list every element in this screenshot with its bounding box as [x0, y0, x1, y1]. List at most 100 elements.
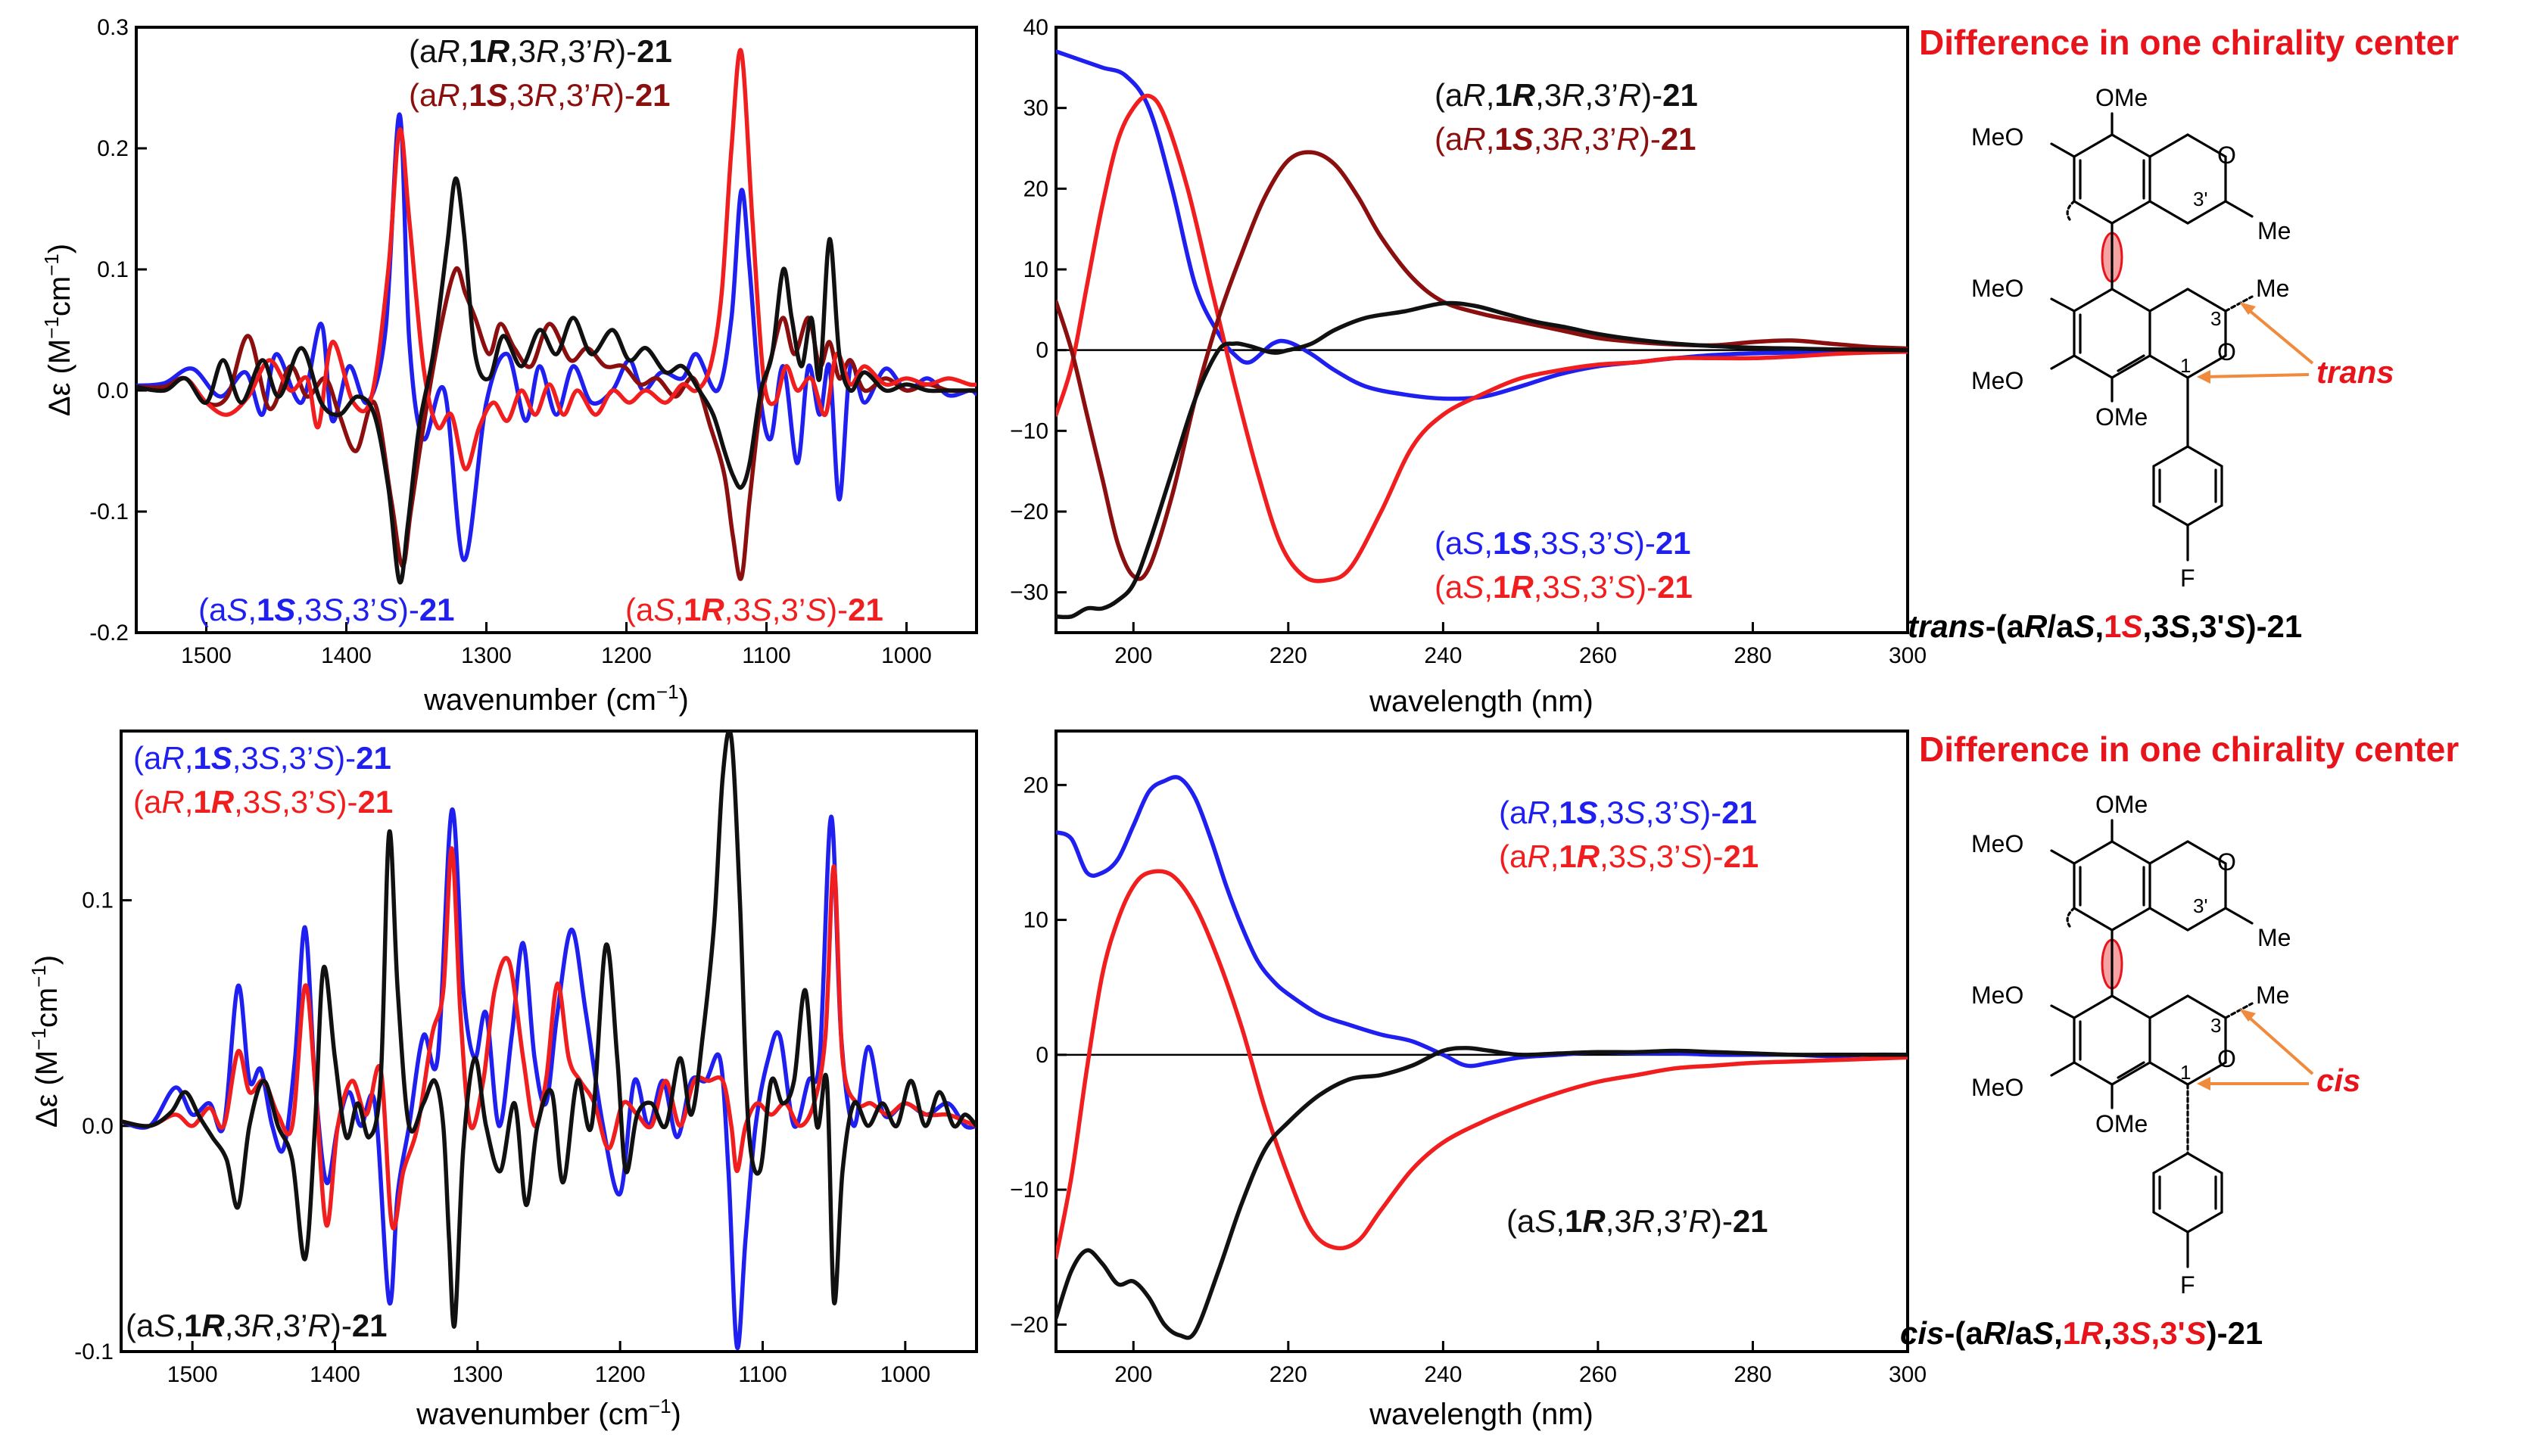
trans-upper-aryl-ring: [2073, 133, 2151, 225]
trans-label-1: 1: [2180, 354, 2191, 377]
x-tick-label: 200: [1114, 643, 1152, 668]
x-tick-label: 1200: [601, 643, 652, 668]
series-line-2: [121, 846, 977, 1230]
trans-arrow-1: [2204, 373, 2310, 378]
vcd-top-plot: [136, 48, 977, 585]
trans-lower-aryl-ring: [2073, 288, 2151, 379]
trans-fluorophenyl-ring: [2152, 445, 2223, 527]
ecd-bottom-panel: 200 220 240 260 280 300 −20 −10 0 10 20 wavelength…: [1010, 730, 1927, 1431]
vcd-top-ylabel: Δε (M−1cm−1): [40, 244, 76, 416]
cis-meo-upper: MeO: [1971, 830, 2023, 857]
trans-caption: trans-(aR/aS,1S,3S,3'S)-21: [1908, 608, 2302, 644]
y-tick-label: 10: [1023, 257, 1048, 282]
x-tick-label: 300: [1889, 1362, 1927, 1387]
vcd-bottom-xlabel: wavenumber (cm−1): [416, 1395, 681, 1431]
y-tick-label: −10: [1010, 1178, 1048, 1202]
x-tick-label: 300: [1889, 643, 1927, 668]
y-tick-label: 20: [1023, 176, 1048, 201]
cis-o-ring-upper: O: [2217, 848, 2236, 876]
ecd-top-legend-1: (aR,1R,3R,3’R)-21: [1435, 77, 1698, 113]
trans-ome-top: OMe: [2095, 84, 2148, 111]
cis-ome-top: OMe: [2095, 791, 2148, 818]
x-tick-label: 1200: [595, 1362, 646, 1387]
x-tick-label: 1500: [181, 643, 232, 668]
x-tick-label: 1100: [738, 1362, 787, 1387]
cis-lower-aryl-ring: [2073, 994, 2151, 1086]
series-line-4: [136, 176, 977, 585]
y-tick-label: -0.2: [89, 621, 129, 646]
x-tick-label: 1300: [461, 643, 512, 668]
x-tick-label: 1400: [310, 1362, 360, 1387]
cis-arrow-3: [2243, 1012, 2314, 1075]
cis-meo-low: MeO: [1971, 1074, 2023, 1101]
ecd-top-panel: 200 220 240 260 280 300 −30 −20 −10 0 10 20 30 40 wav…: [1010, 15, 1927, 718]
series-line-1: [136, 112, 977, 562]
y-tick-label: −10: [1010, 418, 1048, 443]
y-tick-label: 30: [1023, 96, 1048, 121]
vcd-top-panel: 1500 1400 1300 1200 1100 1000 -0.2 -0.1 0.0 0.1 0.…: [40, 15, 978, 717]
ecd-top-axes: 200 220 240 260 280 300 −30 −20 −10 0 10 20 30 40: [1010, 15, 1927, 668]
vcd-top-legend-1: (aR,1R,3R,3’R)-21: [409, 33, 672, 69]
series-line-2: [136, 266, 977, 581]
x-tick-label: 1300: [452, 1362, 503, 1387]
y-tick-label: −20: [1010, 499, 1048, 524]
series-line-1: [1056, 49, 1908, 401]
x-tick-label: 200: [1114, 1362, 1152, 1387]
y-tick-label: −20: [1010, 1312, 1048, 1337]
vcd-bottom-panel: 1500 1400 1300 1200 1100 1000 -0.1 0.0 0.1 waven…: [27, 730, 978, 1431]
x-tick-label: 220: [1269, 643, 1307, 668]
x-tick-label: 220: [1269, 1362, 1307, 1387]
x-tick-label: 260: [1579, 1362, 1617, 1387]
vcd-bottom-legend-3: (aS,1R,3R,3’R)-21: [126, 1308, 388, 1343]
y-tick-label: 0.0: [82, 1114, 114, 1139]
y-tick-label: 0: [1036, 1043, 1048, 1068]
ecd-bottom-legend-1: (aR,1S,3S,3’S)-21: [1499, 795, 1757, 830]
cis-fluorophenyl-ring: [2152, 1152, 2223, 1234]
trans-meo-upper: MeO: [1971, 123, 2023, 151]
cis-caption: cis-(aR/aS,1R,3S,3'S)-21: [1900, 1315, 2263, 1351]
cis-annotation: cis: [2316, 1062, 2360, 1098]
y-tick-label: 0: [1036, 338, 1048, 363]
trans-meo-low: MeO: [1971, 367, 2023, 394]
ecd-bottom-legend-2: (aR,1R,3S,3’S)-21: [1499, 838, 1759, 874]
ecd-top-legend-3: (aS,1S,3S,3’S)-21: [1435, 525, 1691, 561]
y-tick-label: 0.3: [97, 15, 129, 40]
ecd-bottom-plot: [1056, 775, 1908, 1340]
trans-me-3prime: Me: [2257, 217, 2291, 244]
cis-label-1: 1: [2180, 1061, 2191, 1084]
y-tick-label: 0.1: [82, 888, 114, 913]
cis-ome-bottom: OMe: [2095, 1110, 2148, 1137]
y-tick-label: 20: [1023, 773, 1048, 798]
series-line-3: [1056, 150, 1908, 581]
ecd-top-xlabel: wavelength (nm): [1369, 685, 1593, 718]
ecd-top-legend-2: (aR,1S,3R,3’R)-21: [1435, 121, 1696, 157]
trans-label-3prime: 3': [2193, 188, 2207, 210]
cis-label-3prime: 3': [2193, 894, 2207, 917]
vcd-top-frame: [135, 26, 978, 634]
cis-me-3: Me: [2256, 982, 2289, 1009]
x-tick-label: 1100: [742, 643, 791, 668]
vcd-bottom-ylabel: Δε (M−1cm−1): [27, 955, 64, 1128]
trans-arrow-3: [2243, 305, 2314, 365]
vcd-top-legend-4: (aS,1R,3S,3’S)-21: [625, 592, 883, 627]
y-tick-label: 40: [1023, 15, 1048, 40]
vcd-bottom-axes: 1500 1400 1300 1200 1100 1000 -0.1 0.0 0.1: [74, 888, 930, 1387]
trans-o-ring-lower: O: [2217, 338, 2236, 366]
cis-upper-aryl-ring: [2073, 840, 2151, 932]
cis-fluoro: F: [2180, 1271, 2195, 1299]
trans-fluoro: F: [2180, 565, 2195, 592]
series-line-1: [1056, 775, 1908, 1069]
trans-label-3: 3: [2210, 307, 2221, 330]
x-tick-label: 240: [1424, 643, 1462, 668]
x-tick-label: 1500: [167, 1362, 218, 1387]
series-line-3: [136, 48, 977, 471]
series-line-2: [1056, 869, 1908, 1259]
x-tick-label: 260: [1579, 643, 1617, 668]
vcd-bottom-legend-2: (aR,1R,3S,3’S)-21: [133, 784, 393, 820]
ecd-top-plot: [1056, 49, 1908, 620]
ecd-bottom-frame: [1054, 730, 1909, 1353]
vcd-bottom-frame: [120, 730, 978, 1353]
y-tick-label: -0.1: [89, 499, 129, 524]
cis-heading: Difference in one chirality center: [1919, 730, 2459, 769]
